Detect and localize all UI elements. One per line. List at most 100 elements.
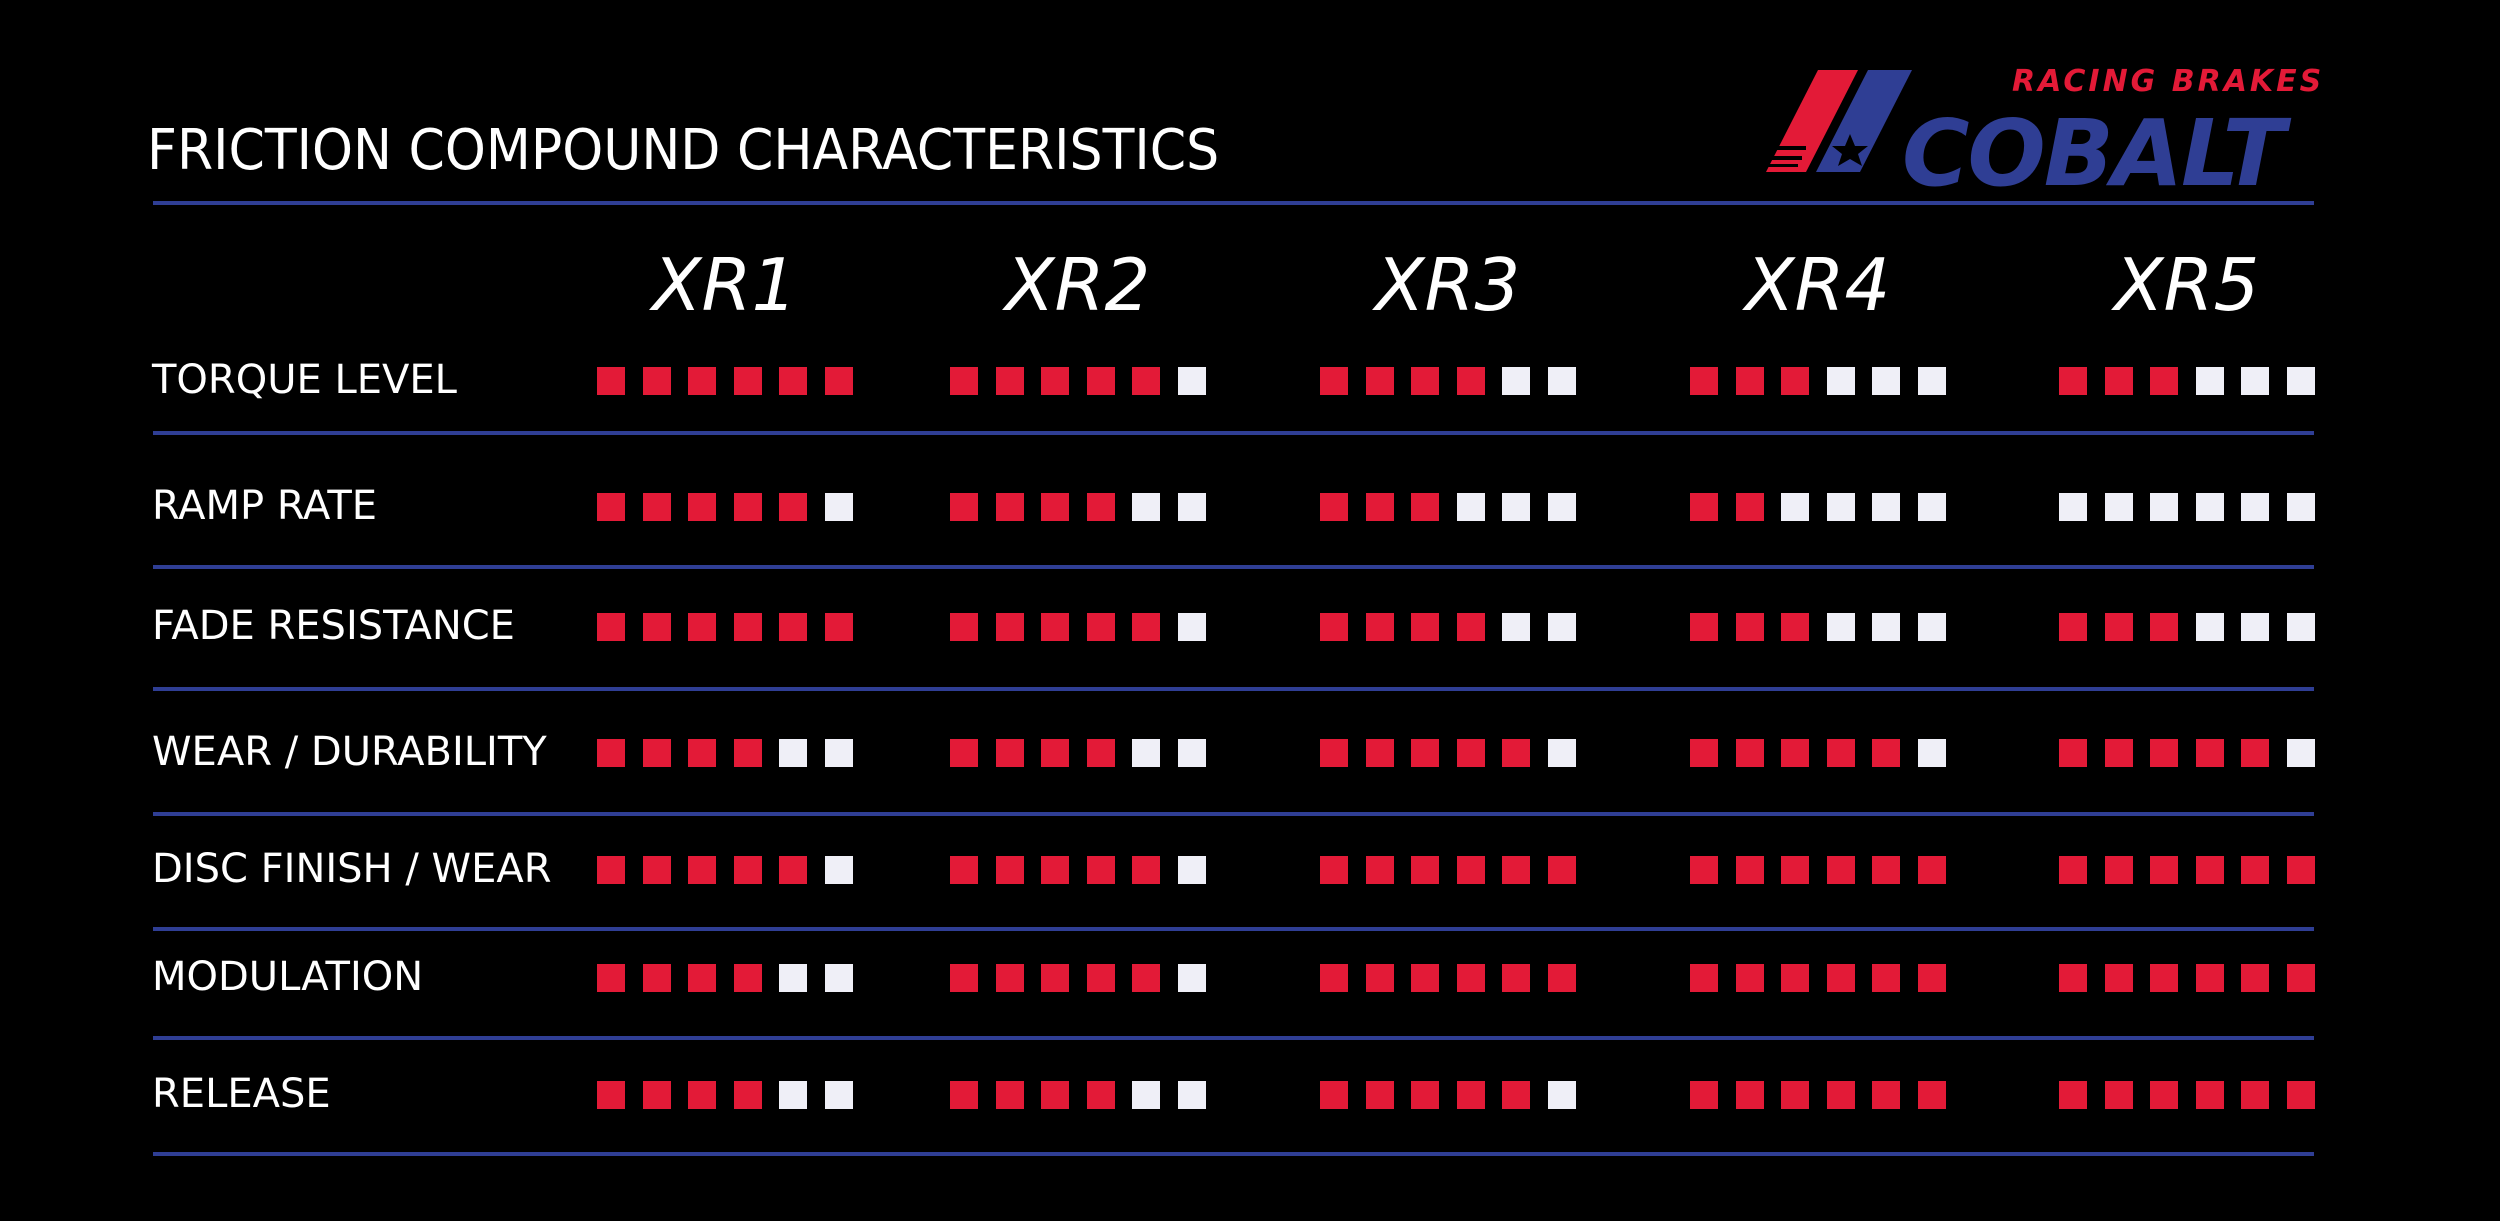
- rating-square-filled: [824, 613, 853, 641]
- rating-square-empty: [1177, 367, 1206, 395]
- rating-square-empty: [1826, 613, 1855, 641]
- rating-square-filled: [2241, 856, 2269, 884]
- rating-square-filled: [1456, 613, 1485, 641]
- rating-square-filled: [1690, 493, 1718, 521]
- rating-square-filled: [1872, 1081, 1900, 1109]
- rating-square-filled: [597, 964, 625, 992]
- rating-square-filled: [779, 493, 807, 521]
- column-header-xr2: XR2: [1005, 243, 1151, 327]
- rating-square-filled: [1411, 856, 1439, 884]
- rating-square-filled: [642, 856, 671, 884]
- rating-square-filled: [1365, 613, 1394, 641]
- rating-square-filled: [1365, 1081, 1394, 1109]
- cobalt-stripes-icon: [1758, 70, 1912, 172]
- rating-square-empty: [2241, 493, 2269, 521]
- rating-square-filled: [597, 493, 625, 521]
- row-label: MODULATION: [152, 954, 424, 1000]
- rating-square-filled: [688, 367, 716, 395]
- rating-square-filled: [1132, 856, 1160, 884]
- rating-square-filled: [1365, 367, 1394, 395]
- rating-square-empty: [1502, 493, 1530, 521]
- rating-square-filled: [1456, 856, 1485, 884]
- rating-square-filled: [950, 493, 978, 521]
- rating-square-empty: [1872, 613, 1900, 641]
- rating-square-filled: [1502, 964, 1530, 992]
- rating-square-filled: [597, 856, 625, 884]
- rating-square-filled: [1690, 1081, 1718, 1109]
- rating-square-filled: [950, 613, 978, 641]
- rating-square-empty: [1917, 493, 1946, 521]
- rating-square-filled: [1690, 367, 1718, 395]
- rating-square-filled: [1320, 613, 1348, 641]
- rating-square-filled: [1735, 856, 1764, 884]
- rating-square-empty: [2286, 613, 2315, 641]
- row-label: DISC FINISH / WEAR: [152, 846, 552, 892]
- rating-square-filled: [995, 1081, 1024, 1109]
- rating-square-empty: [1917, 367, 1946, 395]
- rating-square-filled: [1320, 367, 1348, 395]
- rating-square-empty: [2286, 739, 2315, 767]
- rating-square-filled: [1547, 964, 1576, 992]
- rating-square-filled: [1547, 856, 1576, 884]
- rating-square-empty: [1547, 367, 1576, 395]
- rating-square-filled: [688, 613, 716, 641]
- rating-square-empty: [779, 1081, 807, 1109]
- brand-name: COBALT: [1902, 100, 2285, 207]
- rating-square-filled: [2195, 964, 2224, 992]
- rating-square-filled: [1917, 856, 1946, 884]
- rating-square-filled: [2104, 964, 2133, 992]
- rating-square-filled: [1690, 856, 1718, 884]
- rating-square-filled: [1086, 856, 1115, 884]
- rating-square-filled: [1502, 739, 1530, 767]
- rating-square-empty: [2195, 613, 2224, 641]
- row-divider: [153, 687, 2314, 691]
- rating-square-filled: [2150, 613, 2178, 641]
- rating-square-filled: [1411, 493, 1439, 521]
- column-header-xr4: XR4: [1745, 243, 1891, 327]
- rating-square-filled: [1041, 493, 1069, 521]
- rating-square-filled: [1041, 367, 1069, 395]
- rating-square-filled: [1735, 367, 1764, 395]
- rating-square-filled: [1872, 739, 1900, 767]
- rating-square-empty: [1826, 367, 1855, 395]
- rating-square-empty: [1547, 739, 1576, 767]
- rating-square-filled: [2059, 964, 2087, 992]
- rating-square-empty: [1826, 493, 1855, 521]
- rating-square-empty: [2195, 367, 2224, 395]
- rating-square-empty: [824, 739, 853, 767]
- rating-square-filled: [1735, 739, 1764, 767]
- rating-square-empty: [1132, 739, 1160, 767]
- row-divider: [153, 565, 2314, 569]
- rating-square-filled: [1086, 367, 1115, 395]
- rating-square-filled: [2059, 613, 2087, 641]
- rating-square-empty: [1132, 1081, 1160, 1109]
- rating-square-empty: [1502, 367, 1530, 395]
- rating-square-filled: [688, 856, 716, 884]
- rating-square-empty: [1547, 613, 1576, 641]
- column-header-xr1: XR1: [652, 243, 798, 327]
- rating-square-filled: [1132, 964, 1160, 992]
- row-label: WEAR / DURABILITY: [152, 729, 547, 775]
- rating-square-empty: [824, 856, 853, 884]
- rating-square-empty: [2241, 613, 2269, 641]
- rating-square-filled: [1781, 367, 1809, 395]
- rating-square-filled: [950, 856, 978, 884]
- chart-title: FRICTION COMPOUND CHARACTERISTICS: [147, 118, 1220, 183]
- rating-square-filled: [1041, 739, 1069, 767]
- rating-square-filled: [824, 367, 853, 395]
- rating-square-filled: [995, 856, 1024, 884]
- rating-square-empty: [824, 1081, 853, 1109]
- rating-square-empty: [1177, 1081, 1206, 1109]
- rating-square-filled: [950, 964, 978, 992]
- rating-square-filled: [2150, 1081, 2178, 1109]
- rating-square-filled: [1826, 1081, 1855, 1109]
- rating-square-filled: [1086, 613, 1115, 641]
- rating-square-filled: [1411, 613, 1439, 641]
- rating-square-filled: [995, 613, 1024, 641]
- rating-square-empty: [1177, 964, 1206, 992]
- rating-square-filled: [1411, 367, 1439, 395]
- rating-square-filled: [950, 739, 978, 767]
- rating-square-empty: [1872, 367, 1900, 395]
- rating-square-empty: [2286, 493, 2315, 521]
- rating-square-filled: [2286, 1081, 2315, 1109]
